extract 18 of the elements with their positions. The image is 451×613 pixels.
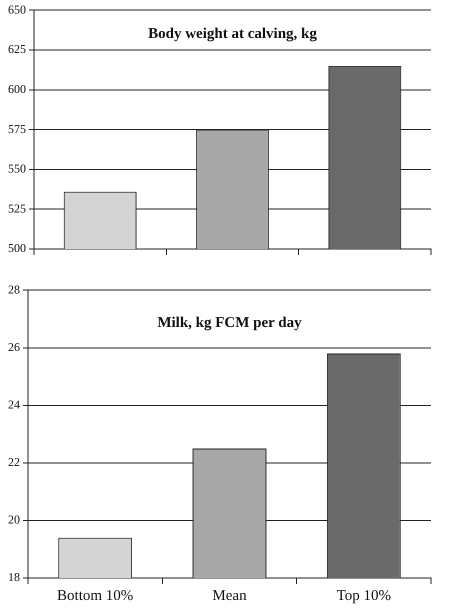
y-tick-label: 24: [8, 397, 20, 412]
y-tick-label: 525: [8, 201, 26, 216]
text: Milk, kg FCM per day: [157, 314, 302, 331]
y-tick-label: 550: [8, 162, 26, 176]
y-tick-label: 22: [8, 455, 20, 470]
x-tick-label: Bottom 10%: [57, 588, 134, 604]
y-tick-label: 600: [8, 82, 26, 96]
x-tick-label: Mean: [212, 588, 248, 604]
x-tick-label: Top 10%: [336, 588, 392, 604]
y-tick-label: 20: [8, 512, 20, 527]
y-tick-label: 575: [8, 122, 26, 136]
y-tick-label: 28: [8, 282, 20, 296]
y-tick-label: 26: [8, 340, 20, 354]
y-tick-label: 18: [8, 570, 20, 584]
y-tick-label: 500: [8, 241, 26, 256]
text: Body weight at calving, kg: [148, 26, 318, 42]
y-tick-label: 625: [8, 42, 26, 56]
y-tick-label: 650: [8, 2, 26, 16]
